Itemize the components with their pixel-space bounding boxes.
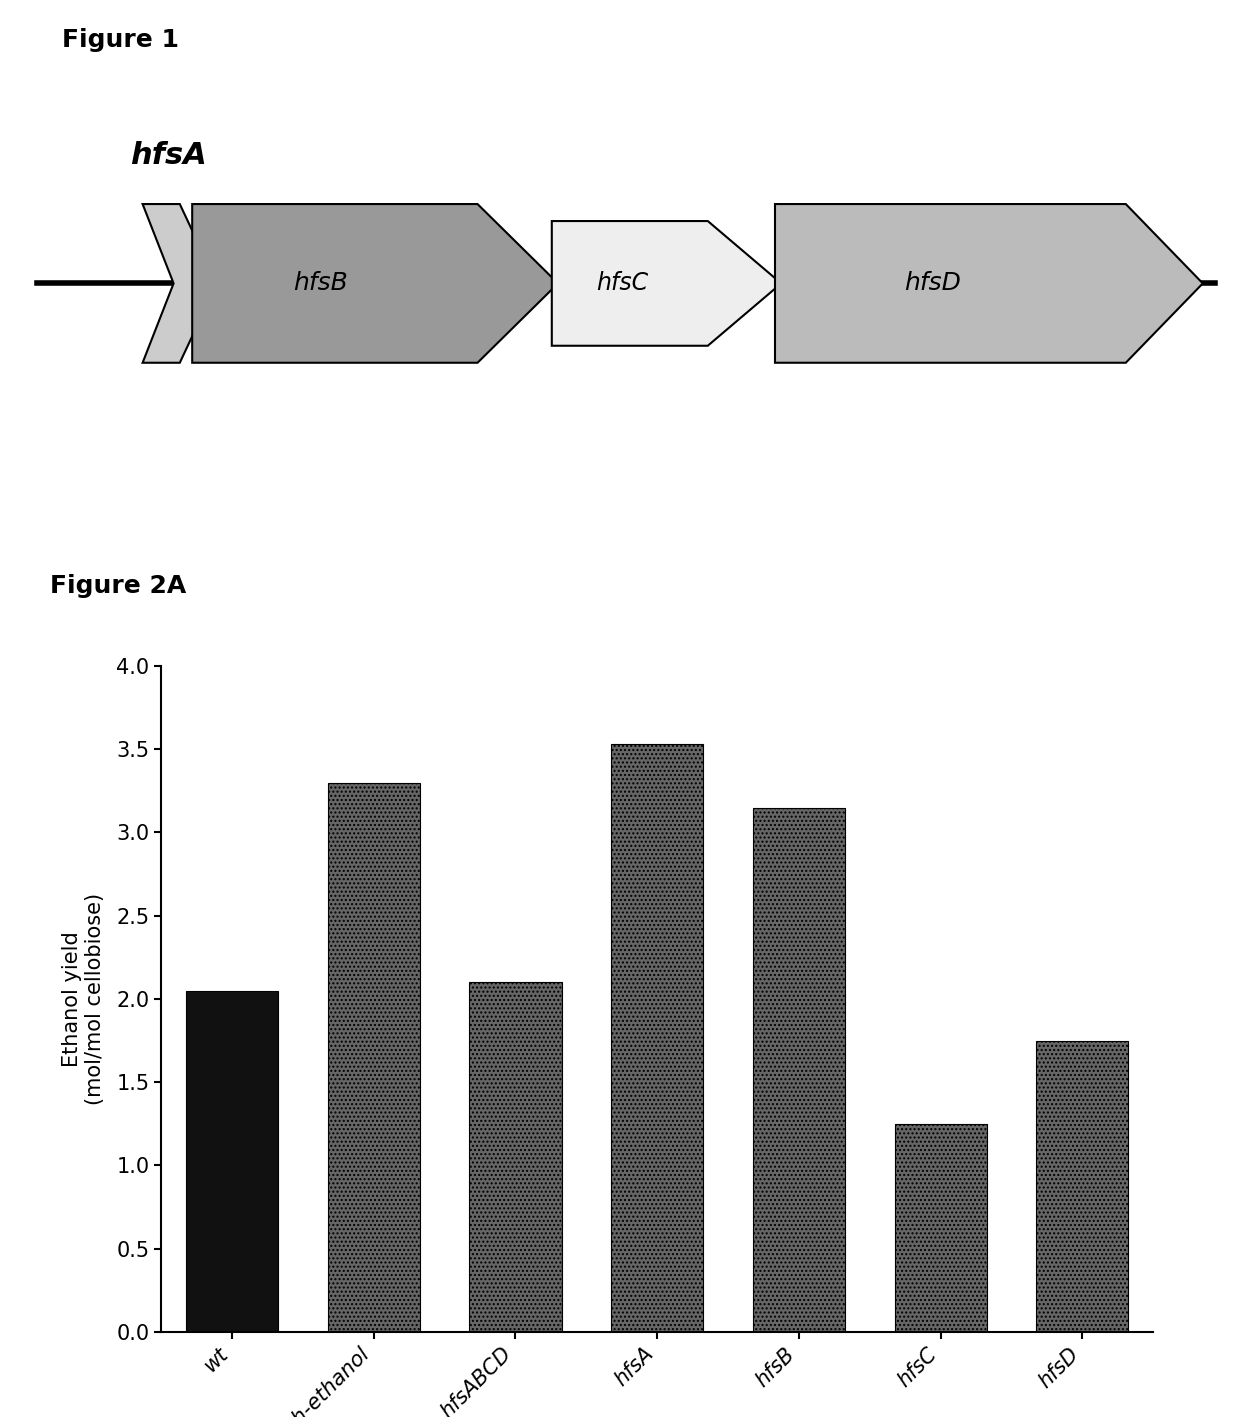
- Bar: [753, 808, 844, 1332]
- Bar: [327, 782, 420, 1332]
- Polygon shape: [143, 204, 217, 363]
- Text: Figure 1: Figure 1: [62, 28, 179, 52]
- Polygon shape: [552, 221, 781, 346]
- Polygon shape: [192, 204, 558, 363]
- Bar: [1037, 1040, 1128, 1332]
- Text: hfsD: hfsD: [904, 272, 961, 295]
- Bar: [186, 990, 278, 1332]
- Y-axis label: Ethanol yield
(mol/mol cellobiose): Ethanol yield (mol/mol cellobiose): [62, 893, 105, 1105]
- Text: Figure 2A: Figure 2A: [50, 574, 186, 598]
- Text: hfsC: hfsC: [596, 272, 649, 295]
- Bar: [611, 744, 703, 1332]
- Bar: [894, 1124, 987, 1332]
- Text: hfsA: hfsA: [130, 142, 207, 170]
- Polygon shape: [775, 204, 1203, 363]
- Text: hfsB: hfsB: [293, 272, 348, 295]
- Bar: [470, 982, 562, 1332]
